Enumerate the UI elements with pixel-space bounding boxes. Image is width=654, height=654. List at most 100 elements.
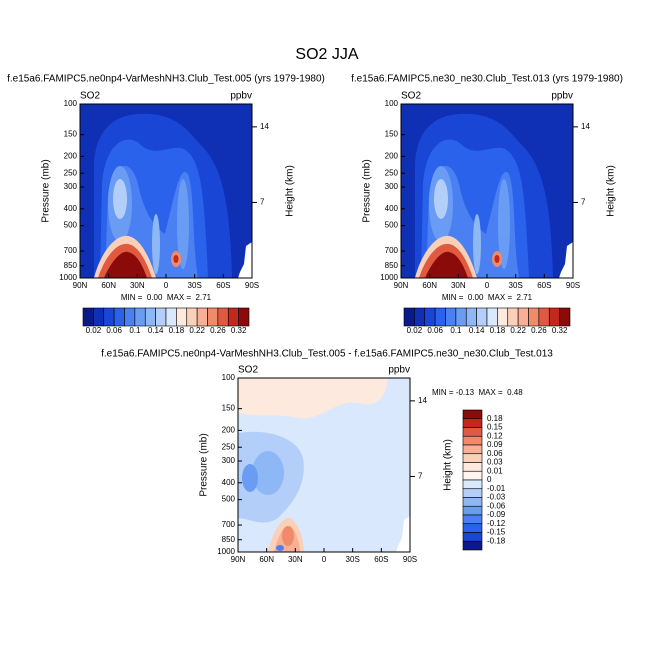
panel-subtitle: f.e15a6.FAMIPC5.ne30_ne30.Club_Test.013 … [351, 74, 623, 85]
colorbar-label: 0.01 [487, 466, 503, 475]
x-tick-label: 90S [566, 281, 580, 290]
y-tick-label: 400 [222, 478, 236, 487]
y2-tick-label: 14 [418, 396, 427, 405]
colorbar-box [445, 307, 457, 327]
y-tick-label: 150 [222, 404, 236, 413]
x-tick-label: 60S [374, 555, 388, 564]
y-tick-label: 700 [222, 520, 236, 529]
contour [242, 464, 258, 492]
y-tick-label: 300 [385, 182, 399, 191]
colorbar-box [462, 497, 483, 507]
colorbar-box [165, 307, 177, 327]
y-tick-label: 300 [222, 456, 236, 465]
x-tick-label: 90S [245, 281, 259, 290]
colorbar-box [497, 307, 509, 327]
colorbar-box [134, 307, 146, 327]
colorbar-box [155, 307, 167, 327]
y-axis-label: Pressure (mb) [362, 159, 373, 222]
y-tick-label: 250 [222, 442, 236, 451]
colorbar-label: -0.09 [487, 510, 506, 519]
variable-label: SO2 [80, 91, 100, 102]
variable-label: SO2 [401, 91, 421, 102]
x-tick-label: 0 [164, 281, 169, 290]
y-tick-label: 1000 [59, 273, 77, 282]
colorbar-label: 0.14 [469, 326, 485, 335]
colorbar-box [462, 523, 483, 533]
colorbar-label: 0.15 [487, 423, 503, 432]
colorbar-box [462, 488, 483, 498]
x-tick-label: 30S [188, 281, 202, 290]
colorbar-label: 0.1 [450, 326, 462, 335]
units-label: ppbv [388, 365, 410, 376]
colorbar-label: 0.03 [487, 458, 503, 467]
y-tick-label: 1000 [217, 547, 235, 556]
colorbar-label: 0.09 [487, 440, 503, 449]
colorbar-box [486, 307, 498, 327]
colorbar-label: 0.1 [129, 326, 141, 335]
colorbar-box [403, 307, 415, 327]
colorbar-label: 0.32 [552, 326, 568, 335]
colorbar-box [176, 307, 188, 327]
x-tick-label: 90S [403, 555, 417, 564]
y-axis-label: Pressure (mb) [199, 433, 210, 496]
contour [113, 179, 127, 219]
colorbar-label: -0.18 [487, 536, 506, 545]
colorbar-box [414, 307, 426, 327]
colorbar-box [538, 307, 550, 327]
colorbar-box [462, 505, 483, 516]
y-tick-label: 200 [385, 151, 399, 160]
colorbar-box [82, 307, 94, 327]
colorbar-box [462, 514, 483, 525]
colorbar-label: 0.18 [487, 414, 503, 423]
colorbar-label: 0.02 [86, 326, 102, 335]
colorbar-box [227, 307, 239, 327]
colorbar-label: -0.06 [487, 501, 506, 510]
colorbar-label: 0.22 [510, 326, 526, 335]
colorbar-box [462, 409, 483, 420]
contour-field [401, 104, 573, 278]
x-tick-label: 60N [259, 555, 274, 564]
y2-tick-label: 7 [260, 198, 265, 207]
x-tick-label: 30S [509, 281, 523, 290]
y2-tick-label: 14 [260, 122, 269, 131]
y-tick-label: 250 [64, 168, 78, 177]
colorbar-label: 0.18 [490, 326, 506, 335]
y-tick-label: 500 [385, 221, 399, 230]
colorbar-label: 0.12 [487, 431, 503, 440]
colorbar-label: 0.06 [487, 449, 503, 458]
y-tick-label: 500 [222, 495, 236, 504]
units-label: ppbv [230, 91, 252, 102]
colorbar-box [462, 479, 483, 490]
panel-subtitle: f.e15a6.FAMIPC5.ne0np4-VarMeshNH3.Club_T… [7, 74, 325, 85]
y2-tick-label: 7 [418, 472, 423, 481]
colorbar-label: 0.14 [148, 326, 164, 335]
contour [238, 378, 388, 419]
colorbar-box [196, 307, 208, 327]
colorbar-box [462, 453, 483, 463]
x-tick-label: 30N [130, 281, 145, 290]
contour-field [80, 104, 252, 278]
y-tick-label: 400 [385, 204, 399, 213]
colorbar-box [462, 532, 483, 542]
x-tick-label: 90N [231, 555, 246, 564]
contour [238, 242, 252, 278]
contour [498, 179, 510, 269]
y2-axis-label: Height (km) [606, 165, 617, 217]
colorbar-label: 0 [487, 475, 492, 484]
y-tick-label: 150 [385, 130, 399, 139]
colorbar-box [507, 307, 519, 327]
colorbar-box [548, 307, 560, 327]
y-tick-label: 150 [64, 130, 78, 139]
y-tick-label: 400 [64, 204, 78, 213]
colorbar-box [238, 307, 250, 327]
contour [473, 214, 481, 274]
contour [152, 214, 160, 274]
contour [282, 526, 294, 546]
y-tick-label: 850 [64, 261, 78, 270]
x-tick-label: 60S [216, 281, 230, 290]
y-tick-label: 700 [64, 246, 78, 255]
colorbar-label: 0.02 [407, 326, 423, 335]
colorbar-box [462, 470, 483, 481]
colorbar-label: 0.26 [531, 326, 547, 335]
